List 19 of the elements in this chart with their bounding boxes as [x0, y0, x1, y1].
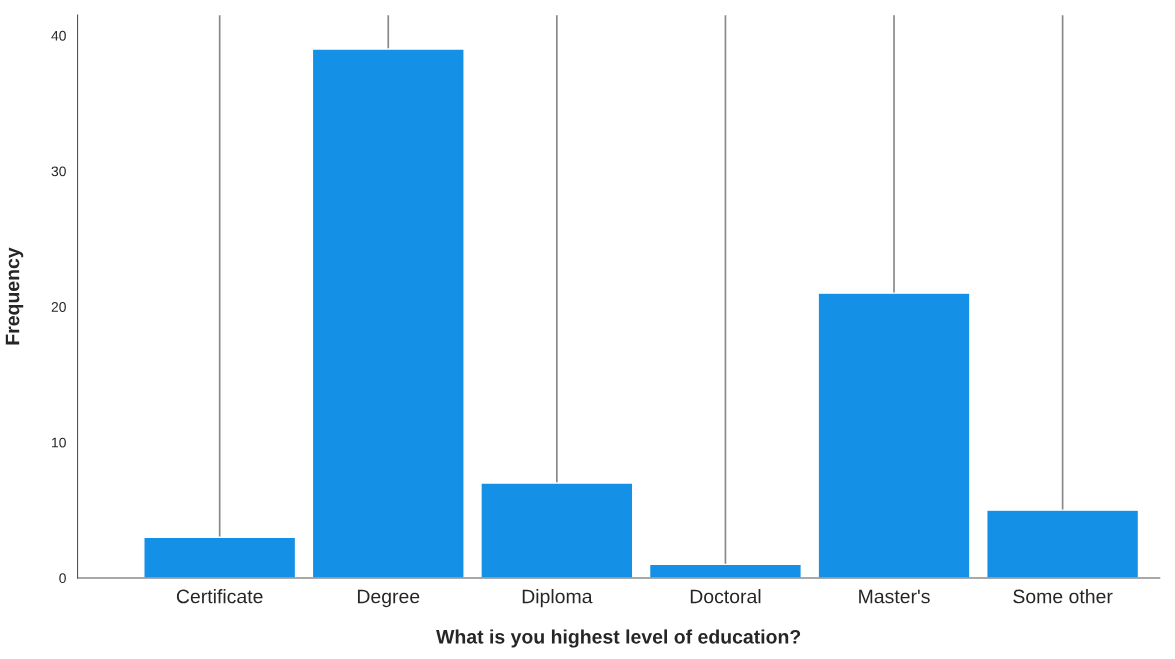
bar — [311, 48, 465, 578]
x-tick-label: Diploma — [522, 589, 593, 608]
bar — [143, 536, 297, 578]
x-tick-label: Master's — [859, 589, 930, 604]
x-tick-label: Degree — [357, 589, 420, 608]
bar — [986, 509, 1140, 578]
bar — [648, 563, 802, 578]
y-tick-label: 0 — [59, 573, 66, 584]
y-tick-label: 10 — [52, 437, 66, 448]
bar — [817, 292, 971, 578]
y-tick-label: 30 — [51, 166, 66, 177]
x-axis-title: What is you highest level of education? — [436, 629, 801, 648]
y-tick-label: 20 — [51, 302, 66, 312]
bar — [480, 482, 634, 578]
x-tick-label: Certificate — [176, 589, 263, 604]
x-tick-label: Some other — [1013, 589, 1113, 604]
y-axis-title: Frequency — [5, 247, 24, 345]
x-tick-label: Doctoral — [690, 589, 761, 604]
y-tick-label: 40 — [51, 30, 66, 41]
